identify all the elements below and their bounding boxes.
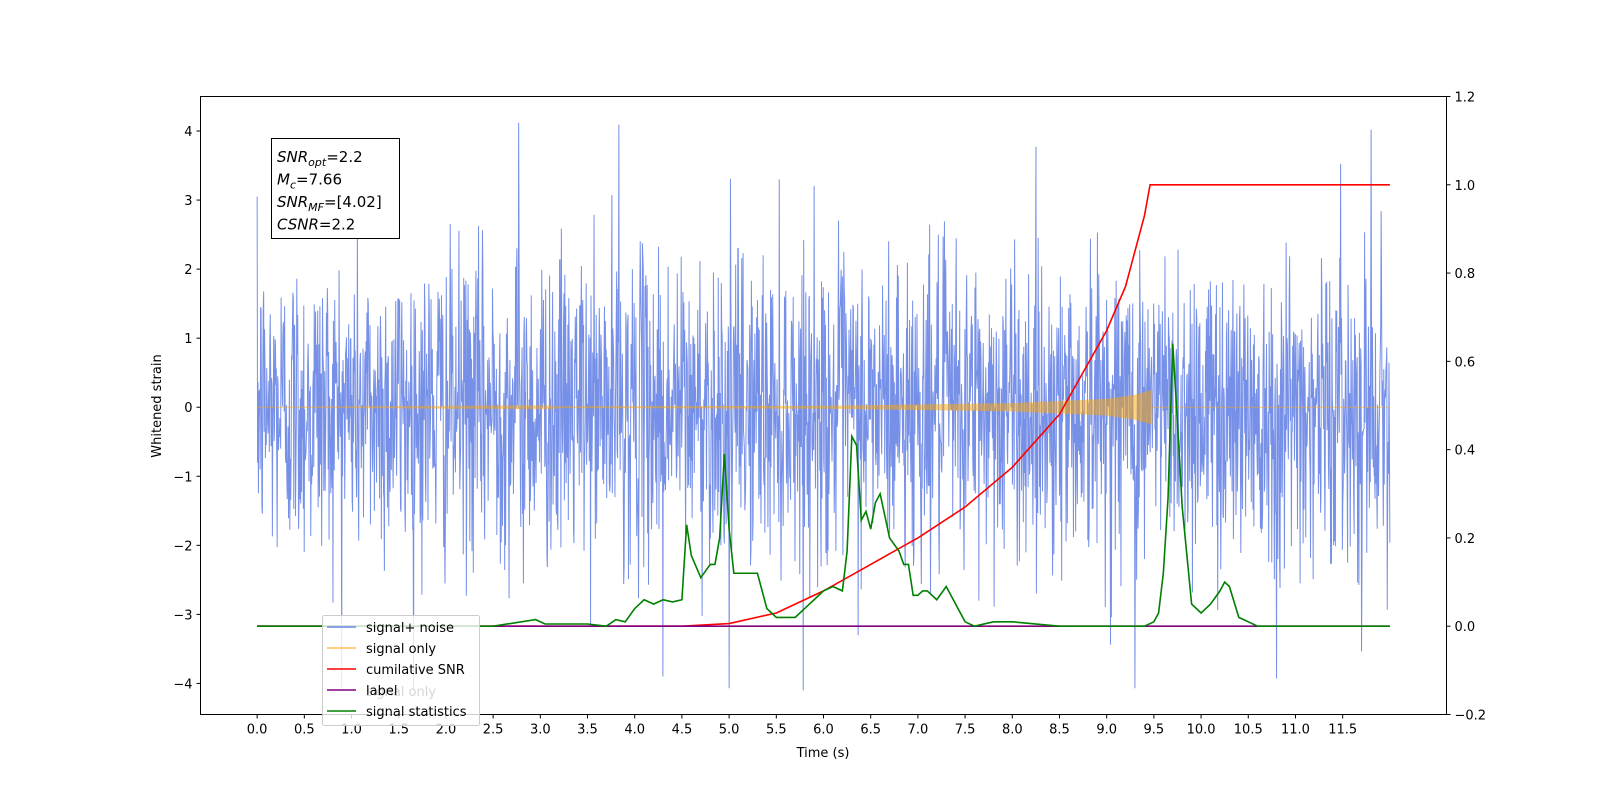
y-right-tick-label: 0.0 [1455, 620, 1476, 635]
y-right-tick-label: 0.2 [1455, 532, 1476, 547]
x-tick-label: 1.0 [341, 723, 362, 738]
x-tick-label: 0.0 [247, 723, 268, 738]
annotation-symbol: M [277, 171, 290, 189]
x-tick-label: 5.0 [719, 723, 740, 738]
annotation-subscript: MF [308, 201, 324, 214]
legend: signal+ noise signal only cumilative SNR si… [322, 615, 480, 726]
x-tick-label: 4.5 [672, 723, 693, 738]
legend-frame [322, 615, 480, 726]
x-tick-label: 1.5 [388, 723, 409, 738]
annotation-value: =2.2 [319, 216, 355, 234]
y-tick-label: 1 [184, 332, 192, 347]
annotation-line: SNRMF=[4.02] [277, 193, 382, 214]
annotation-value: =7.66 [296, 171, 342, 189]
x-tick-label: 11.5 [1328, 723, 1357, 738]
x-axis-label: Time (s) [796, 746, 850, 761]
legend-label: label [366, 684, 397, 699]
y-tick-label: 4 [184, 125, 192, 140]
x-tick-label: 4.0 [624, 723, 645, 738]
series-signal-only-line [257, 390, 1390, 425]
y-right-tick-label: 0.6 [1455, 355, 1476, 370]
x-tick-label: 6.5 [860, 723, 881, 738]
legend-label: signal statistics [366, 705, 467, 720]
x-tick-label: 0.5 [294, 723, 315, 738]
annotation-symbol: CSNR [277, 216, 319, 234]
series-signal-noise-line [256, 122, 1391, 691]
annotation-symbol: SNR [277, 193, 308, 211]
annotation-line: CSNR=2.2 [277, 216, 355, 234]
x-tick-label: 10.0 [1187, 723, 1216, 738]
annotation-subscript: c [290, 179, 296, 192]
x-tick-label: 6.0 [813, 723, 834, 738]
x-tick-label: 11.0 [1281, 723, 1310, 738]
x-tick-label: 8.0 [1002, 723, 1023, 738]
y-tick-label: −3 [173, 608, 192, 623]
annotation-line: Mc=7.66 [277, 171, 342, 192]
legend-label: signal only [366, 642, 436, 657]
y-tick-label: −2 [173, 539, 192, 554]
x-tick-label: 7.0 [908, 723, 929, 738]
annotation-frame [271, 138, 400, 239]
y-tick-label: 3 [184, 194, 192, 209]
x-tick-label: 3.5 [577, 723, 598, 738]
y-right-tick-label: −0.2 [1455, 709, 1487, 724]
x-tick-label: 10.5 [1234, 723, 1263, 738]
legend-ghost-text: signal only [366, 685, 436, 700]
y-axis-label: Whitened strain [150, 354, 165, 457]
y-right-tick-label: 1.0 [1455, 179, 1476, 194]
annotation-value: =[4.02] [324, 193, 382, 211]
axes-ticks: 0.0 0.5 1.0 1.5 2.0 2.5 3.0 3.5 4.0 4.5 5.0 5.5 6.0 6… [173, 91, 1486, 738]
annotation-symbol: SNR [277, 148, 308, 166]
x-tick-label: 9.0 [1096, 723, 1117, 738]
legend-label: signal+ noise [366, 621, 454, 636]
x-tick-label: 5.5 [766, 723, 787, 738]
y-right-tick-label: 0.8 [1455, 267, 1476, 282]
y-right-tick-label: 1.2 [1455, 91, 1476, 106]
legend-label: cumilative SNR [366, 663, 465, 678]
y-tick-label: −1 [173, 470, 192, 485]
x-tick-label: 8.5 [1049, 723, 1070, 738]
series-signal-statistics-line [257, 343, 1390, 628]
x-tick-label: 2.5 [483, 723, 504, 738]
plot-area [256, 122, 1391, 691]
x-tick-label: 7.5 [955, 723, 976, 738]
y-tick-label: −4 [173, 677, 192, 692]
x-tick-label: 3.0 [530, 723, 551, 738]
y-tick-label: 2 [184, 263, 192, 278]
x-tick-label: 9.5 [1144, 723, 1165, 738]
annotation-line: SNRopt=2.2 [277, 148, 363, 169]
y-tick-label: 0 [184, 401, 192, 416]
y-right-tick-label: 0.4 [1455, 444, 1476, 459]
series-cumulative-snr-line [257, 183, 1390, 628]
x-tick-label: 2.0 [436, 723, 457, 738]
annotation-subscript: opt [308, 156, 327, 169]
annotation-value: =2.2 [326, 148, 362, 166]
